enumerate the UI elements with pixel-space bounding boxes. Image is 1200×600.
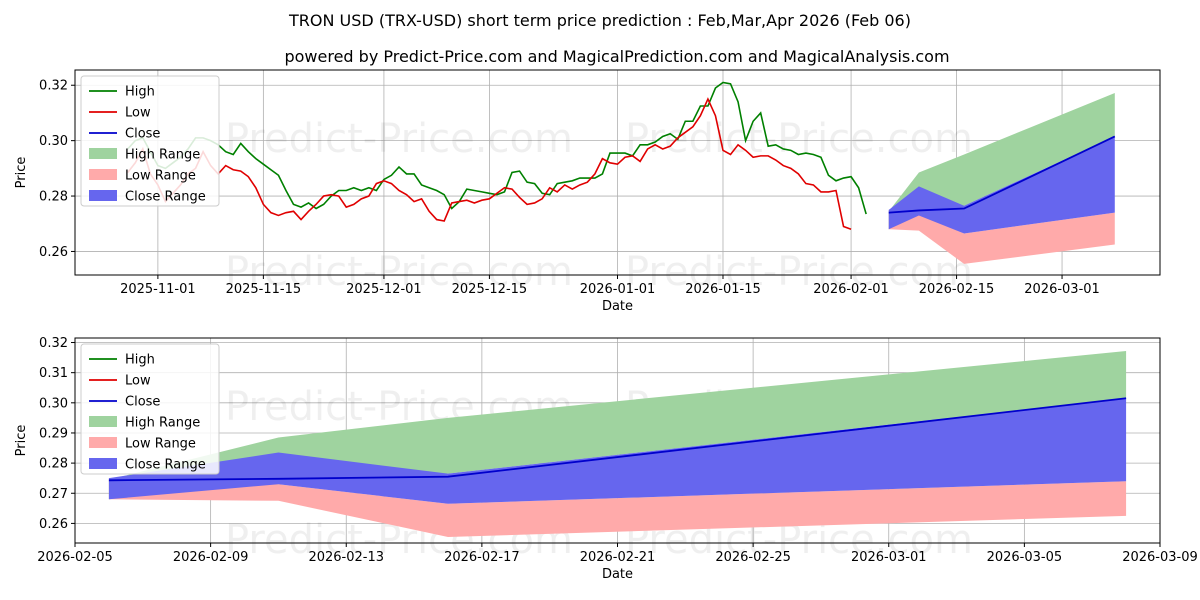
legend: High Low Close High Range Low Range Close Ran… <box>80 343 220 475</box>
x-tick-label: 2026-03-01 <box>1024 282 1100 297</box>
legend-label: Low Range <box>125 437 196 452</box>
x-tick-label: 2026-02-25 <box>715 550 791 565</box>
y-tick-label: 0.30 <box>39 134 68 149</box>
x-tick-label: 2026-02-05 <box>37 550 113 565</box>
x-tick-label: 2025-11-01 <box>120 282 196 297</box>
legend-label: High Range <box>125 148 200 163</box>
legend-label: Close Range <box>125 190 206 205</box>
y-tick-label: 0.29 <box>39 426 68 441</box>
legend-label: High <box>125 353 155 368</box>
y-axis-label: Price <box>14 157 29 189</box>
high-range-band <box>108 350 1127 500</box>
x-tick-label: 2026-01-01 <box>580 282 656 297</box>
chart-subtitle: powered by Predict-Price.com and Magical… <box>284 47 949 66</box>
low-range-band <box>888 209 1115 264</box>
watermark-text: Predict-Price.com <box>625 249 973 295</box>
x-tick-label: 2025-12-15 <box>452 282 528 297</box>
legend-label: Close <box>125 395 160 410</box>
close-forecast-line <box>108 397 1127 482</box>
legend-swatch-close-range <box>89 458 117 469</box>
legend-label: Low Range <box>125 169 196 184</box>
legend-label: Low <box>125 106 151 121</box>
low-range-band <box>108 478 1127 537</box>
legend-swatch-high-range <box>89 148 117 159</box>
top-panel: Predict-Price.com Predict-Price.com Predic… <box>14 69 1161 314</box>
legend-label: Low <box>125 374 151 389</box>
x-tick-label: 2026-03-05 <box>987 550 1063 565</box>
y-tick-label: 0.26 <box>39 517 68 532</box>
y-tick-label: 0.30 <box>39 396 68 411</box>
x-tick-label: 2026-02-21 <box>580 550 656 565</box>
x-tick-label: 2025-11-15 <box>226 282 302 297</box>
chart-title: TRON USD (TRX-USD) short term price pred… <box>288 11 911 30</box>
legend-label: High <box>125 85 155 100</box>
y-tick-label: 0.26 <box>39 245 68 260</box>
y-tick-label: 0.28 <box>39 457 68 472</box>
x-tick-label: 2025-12-01 <box>346 282 422 297</box>
close-forecast-line <box>888 135 1116 214</box>
legend-label: High Range <box>125 416 200 431</box>
x-tick-label: 2026-03-09 <box>1122 550 1198 565</box>
x-tick-label: 2026-01-15 <box>685 282 761 297</box>
watermark-text: Predict-Price.com <box>225 116 573 162</box>
high-range-band <box>888 92 1115 230</box>
legend-swatch-high-range <box>89 416 117 427</box>
legend-label: Close <box>125 127 160 142</box>
y-tick-label: 0.32 <box>39 79 68 94</box>
low-series-line <box>127 97 852 231</box>
x-tick-label: 2026-03-01 <box>851 550 927 565</box>
x-tick-label: 2026-02-09 <box>173 550 249 565</box>
legend-swatch-low-range <box>89 437 117 448</box>
x-tick-label: 2026-02-17 <box>444 550 520 565</box>
y-tick-label: 0.31 <box>39 366 68 381</box>
x-axis-label: Date <box>602 299 633 314</box>
y-tick-label: 0.32 <box>39 336 68 351</box>
x-tick-label: 2026-02-01 <box>813 282 889 297</box>
y-tick-label: 0.28 <box>39 190 68 205</box>
legend-swatch-low-range <box>89 169 117 180</box>
high-series-line <box>127 81 867 215</box>
x-axis-label: Date <box>602 567 633 582</box>
watermark-text: Predict-Price.com <box>225 249 573 295</box>
x-tick-label: 2026-02-13 <box>308 550 384 565</box>
y-tick-label: 0.27 <box>39 487 68 502</box>
legend-label: Close Range <box>125 458 206 473</box>
legend: High Low Close High Range Low Range Close Ran… <box>80 75 220 207</box>
x-tick-label: 2026-02-15 <box>919 282 995 297</box>
legend-swatch-close-range <box>89 190 117 201</box>
y-axis-label: Price <box>14 425 29 457</box>
